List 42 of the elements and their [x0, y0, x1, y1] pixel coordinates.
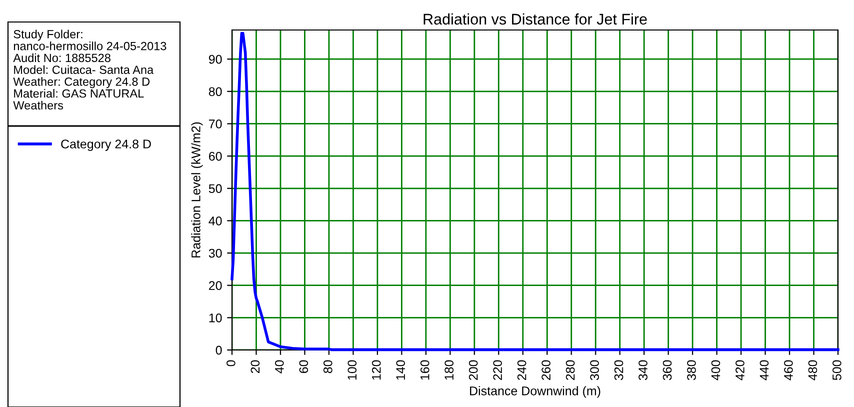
x-tick-label: 80: [323, 360, 332, 374]
text: Study Folder: nanco-hermosillo 24-05-2013 Audit No: 1885528 Model: Cuitaca- Santa Ana Weather: Category 24.8 D Material: GAS NATURAL Weathers: [13, 30, 166, 110]
y-tick-label: 10: [209, 313, 222, 322]
x-tick-label: 120: [372, 360, 381, 380]
x-tick-label: 360: [662, 360, 672, 380]
y-axis-title: Radiation Level (kW/m2): [191, 122, 203, 258]
x-tick-label: 460: [784, 360, 793, 380]
y-tick-label: 40: [208, 216, 222, 226]
y-tick-label: 30: [208, 248, 222, 258]
x-tick-label: 380: [687, 360, 696, 380]
x-tick-label: 260: [542, 360, 550, 380]
x-tick-label: 180: [444, 360, 454, 380]
y-tick-label: 80: [208, 87, 222, 96]
legend-label: Category 24.8 D: [61, 140, 151, 151]
x-tick-label: 400: [711, 360, 720, 380]
x-tick-label: 340: [638, 360, 648, 380]
x-tick-label: 440: [760, 360, 769, 380]
x-tick-label: 280: [566, 360, 575, 380]
x-tick-label: 60: [299, 360, 308, 373]
x-tick-label: 300: [590, 360, 599, 380]
x-tick-label: 20: [250, 360, 260, 373]
y-tick-label: 60: [209, 152, 222, 161]
x-tick-label: 140: [396, 360, 406, 380]
y-tick-label: 50: [208, 184, 222, 194]
x-tick-label: 240: [517, 360, 526, 380]
x-tick-label: 320: [614, 360, 624, 380]
x-tick-label: 500: [832, 360, 842, 380]
x-tick-label: 220: [493, 360, 502, 380]
x-tick-label: 420: [736, 360, 744, 380]
x-tick-label: 200: [468, 360, 478, 380]
x-tick-label: 100: [348, 360, 357, 380]
x-axis-title: Distance Downwind (m): [470, 386, 600, 398]
chart-title: Radiation vs Distance for Jet Fire: [424, 13, 647, 25]
x-tick-label: 480: [808, 360, 818, 380]
x-tick-label: 160: [420, 360, 430, 380]
x-tick-label: 40: [274, 360, 284, 374]
x-tick-label: 0: [226, 360, 236, 366]
y-tick-label: 70: [209, 120, 222, 128]
y-tick-label: 0: [216, 346, 222, 355]
line-series: [230, 32, 840, 352]
y-tick-label: 90: [208, 54, 222, 64]
y-tick-label: 20: [209, 281, 222, 290]
